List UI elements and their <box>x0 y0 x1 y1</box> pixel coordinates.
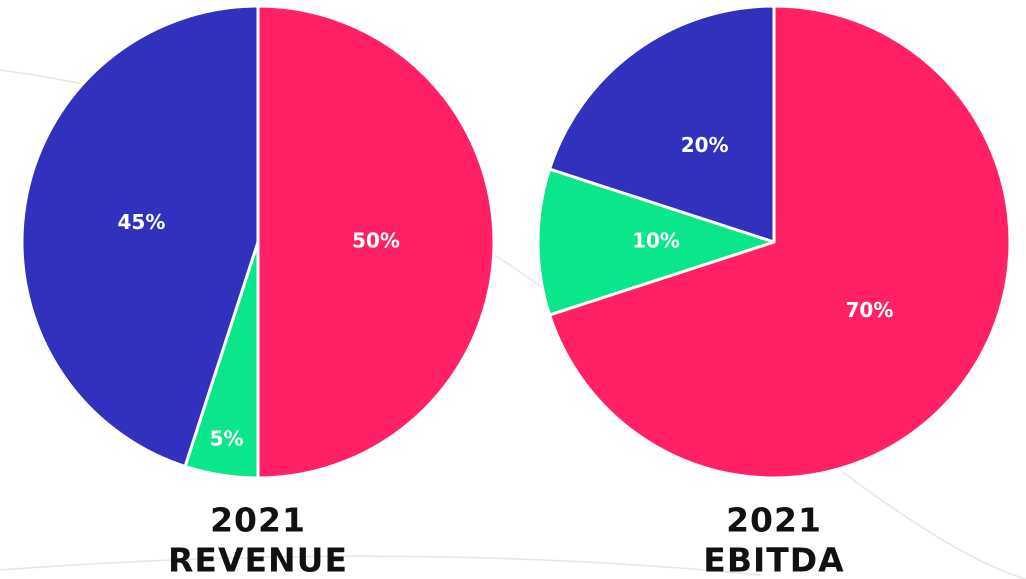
chart-title: 2021 <box>726 501 822 540</box>
chart-title: REVENUE <box>168 541 348 579</box>
chart-title: EBITDA <box>703 541 844 579</box>
slice-label: 70% <box>846 298 894 322</box>
pie-slice <box>256 4 496 480</box>
decor-arc <box>0 555 761 576</box>
slice-label: 5% <box>210 427 244 451</box>
slice-label: 10% <box>632 229 680 253</box>
slice-label: 20% <box>681 133 729 157</box>
slice-label: 50% <box>352 229 400 253</box>
slice-label: 45% <box>118 210 166 234</box>
pie-slice <box>548 4 1012 480</box>
pie-slice <box>548 4 776 244</box>
pie-slice <box>536 167 776 317</box>
decor-arc <box>839 469 1026 579</box>
pie-slice <box>20 4 260 468</box>
chart-title: 2021 <box>210 501 306 540</box>
